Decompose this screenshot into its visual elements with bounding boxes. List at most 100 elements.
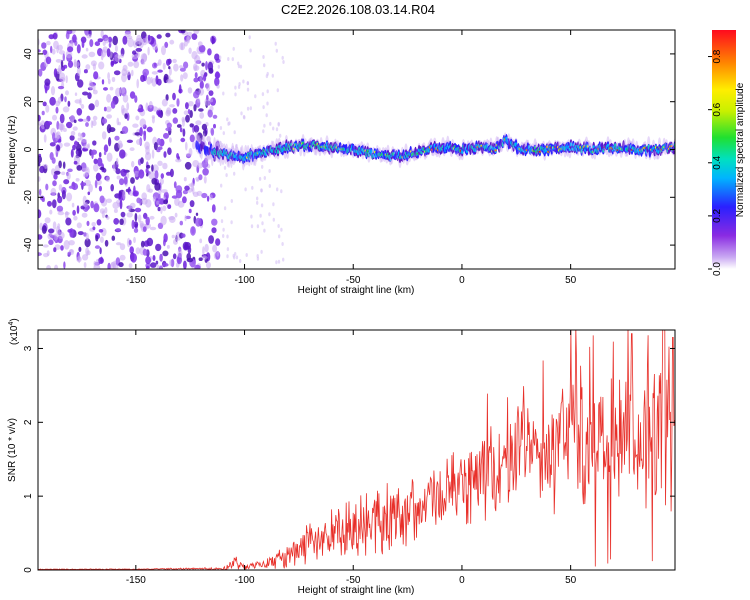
noise-blob — [136, 51, 140, 58]
noise-blob — [130, 177, 135, 184]
noise-blob — [106, 93, 112, 103]
band-peak — [546, 145, 549, 148]
noise-blob — [179, 67, 186, 72]
noise-blob — [156, 78, 162, 86]
noise-speckle — [217, 64, 220, 69]
noise-speckle — [277, 122, 280, 127]
noise-blob — [198, 44, 206, 53]
noise-blob — [41, 225, 47, 234]
noise-speckle — [256, 200, 259, 205]
noise-speckle — [245, 253, 248, 257]
noise-blob — [38, 155, 42, 164]
noise-blob — [106, 114, 112, 119]
noise-blob — [38, 234, 43, 240]
noise-blob — [66, 192, 73, 202]
noise-blob — [142, 248, 148, 256]
noise-speckle — [233, 130, 236, 135]
noise-blob — [208, 67, 214, 74]
noise-speckle — [271, 73, 274, 78]
noise-blob — [119, 149, 126, 159]
noise-blob — [194, 54, 201, 65]
noise-blob — [90, 120, 94, 129]
noise-blob — [142, 68, 149, 77]
noise-blob — [106, 152, 113, 162]
noise-blob — [112, 35, 118, 46]
noise-blob — [44, 78, 51, 86]
noise-blob — [62, 106, 70, 113]
noise-blob — [63, 64, 68, 69]
noise-speckle — [250, 224, 254, 229]
band-bright — [591, 150, 594, 154]
noise-blob — [67, 251, 72, 256]
noise-speckle — [244, 187, 247, 192]
noise-speckle — [227, 121, 230, 126]
noise-blob — [205, 60, 208, 71]
noise-blob — [128, 263, 133, 269]
noise-blob — [126, 102, 130, 111]
x-tick-label: 50 — [565, 575, 577, 586]
noise-blob — [93, 260, 97, 267]
noise-blob — [159, 253, 163, 262]
noise-blob — [169, 104, 175, 108]
noise-speckle — [276, 88, 279, 93]
noise-blob — [74, 92, 78, 96]
noise-blob — [84, 238, 91, 248]
noise-blob — [157, 160, 163, 166]
noise-blob — [101, 79, 105, 85]
noise-blob — [193, 65, 200, 71]
y-tick-label: 20 — [23, 96, 34, 108]
noise-blob — [168, 66, 171, 70]
noise-blob — [133, 60, 140, 69]
noise-blob — [115, 168, 121, 175]
noise-blob — [208, 90, 214, 96]
noise-blob — [210, 127, 215, 136]
snr-frame — [37, 329, 676, 571]
noise-speckle — [279, 133, 282, 138]
noise-blob — [187, 245, 192, 254]
noise-blob — [172, 253, 177, 260]
noise-blob — [127, 61, 134, 67]
spectrogram-y-label: Frequency (Hz) — [7, 116, 18, 185]
noise-blob — [144, 141, 150, 150]
noise-blob — [198, 174, 203, 181]
noise-blob — [68, 240, 75, 246]
noise-blob — [180, 42, 184, 51]
noise-blob — [160, 173, 164, 179]
noise-blob — [99, 195, 105, 204]
noise-blob — [131, 160, 135, 168]
noise-blob — [106, 216, 110, 220]
noise-blob — [201, 62, 205, 67]
noise-blob — [187, 34, 190, 44]
noise-blob — [132, 123, 139, 128]
noise-blob — [114, 135, 120, 141]
noise-blob — [202, 246, 205, 256]
snr-panel: -150 -100 -50 0 50 0 1 2 3 Height of straight l… — [7, 318, 676, 596]
noise-blob — [88, 103, 95, 111]
noise-blob — [40, 120, 46, 130]
noise-blob — [118, 190, 122, 200]
noise-blob — [49, 209, 53, 215]
noise-speckle — [237, 85, 241, 89]
noise-blob — [51, 157, 56, 164]
noise-blob — [152, 196, 157, 203]
noise-blob — [170, 258, 175, 268]
noise-blob — [92, 63, 96, 71]
noise-speckle — [272, 217, 275, 222]
noise-blob — [101, 118, 108, 124]
noise-blob — [53, 68, 58, 78]
noise-speckle — [275, 127, 279, 132]
noise-blob — [83, 173, 89, 178]
noise-blob — [109, 86, 114, 91]
noise-speckle — [219, 55, 222, 60]
noise-blob — [183, 177, 187, 182]
noise-blob — [183, 110, 189, 115]
noise-speckle — [263, 228, 266, 233]
noise-blob — [148, 101, 153, 109]
noise-blob — [168, 216, 175, 221]
noise-blob — [146, 237, 154, 247]
noise-speckle — [233, 171, 236, 176]
noise-blob — [141, 197, 148, 205]
noise-blob — [209, 194, 213, 201]
colorbar-ticks: 0.0 0.2 0.4 0.6 0.8 — [708, 49, 723, 276]
noise-blob — [114, 44, 118, 53]
